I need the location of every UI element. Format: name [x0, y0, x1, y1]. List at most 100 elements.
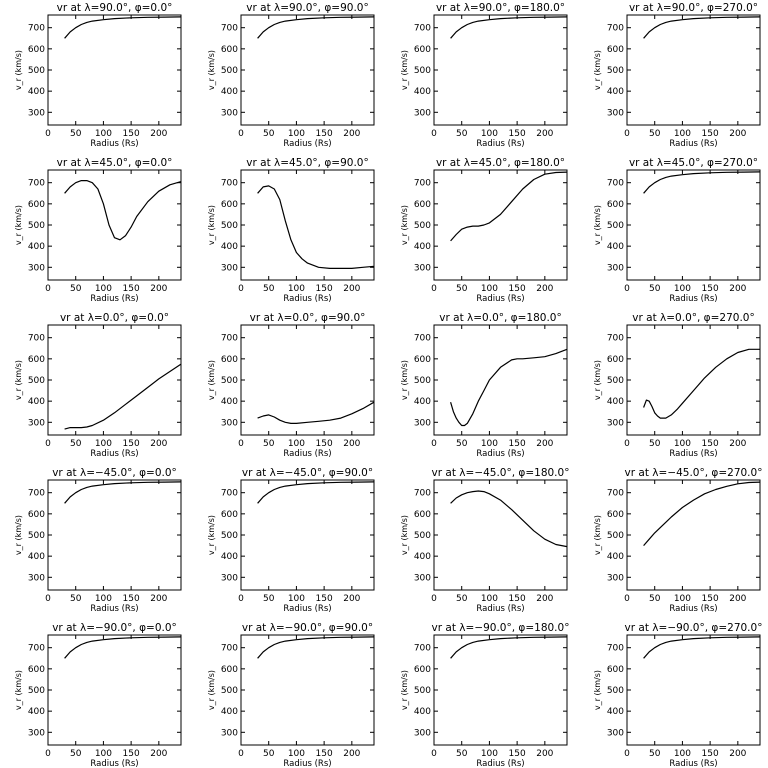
x-tick-label: 50: [263, 284, 275, 294]
x-tick-label: 0: [45, 284, 51, 294]
x-tick-label: 50: [263, 749, 275, 759]
plot-frame: [240, 634, 375, 746]
plot-frame: [626, 634, 761, 746]
panel-title: vr at λ=−90.0°, φ=0.0°: [52, 622, 177, 634]
x-tick-label: 100: [95, 594, 112, 604]
x-tick-label: 50: [70, 439, 82, 449]
y-tick-label: 700: [221, 334, 238, 344]
x-tick-label: 150: [509, 439, 526, 449]
x-tick-label: 0: [45, 129, 51, 139]
y-tick-label: 700: [607, 24, 624, 34]
panel-title: vr at λ=−90.0°, φ=180.0°: [432, 622, 570, 634]
plot-frame: [47, 14, 182, 126]
x-tick-label: 200: [343, 749, 360, 759]
y-tick-label: 700: [28, 179, 45, 189]
x-tick-label: 100: [481, 594, 498, 604]
x-tick-label: 200: [343, 129, 360, 139]
panel: 0 50 100 150 200 300 400 500 600 700 vr at λ=45.0°…: [400, 157, 568, 304]
x-tick-label: 200: [343, 594, 360, 604]
y-axis-label: v_r (km/s): [207, 205, 216, 245]
x-axis-label: Radius (Rs): [283, 449, 331, 459]
y-axis-label: v_r (km/s): [14, 360, 23, 400]
y-tick-label: 400: [414, 242, 431, 252]
x-tick-label: 100: [288, 129, 305, 139]
y-tick-label: 600: [414, 665, 431, 675]
x-tick-label: 150: [702, 129, 719, 139]
panel: 0 50 100 150 200 300 400 500 600 700 vr at λ=−45.0…: [207, 467, 375, 614]
plot-frame: [47, 479, 182, 591]
x-tick-label: 100: [674, 129, 691, 139]
x-tick-label: 50: [70, 129, 82, 139]
y-tick-label: 300: [607, 728, 624, 738]
x-tick-label: 50: [649, 284, 661, 294]
y-tick-label: 400: [221, 397, 238, 407]
y-tick-label: 700: [28, 489, 45, 499]
series-line: [64, 16, 182, 39]
x-axis-label: Radius (Rs): [669, 294, 717, 304]
y-axis-label: v_r (km/s): [593, 50, 602, 90]
plot-frame: [240, 479, 375, 591]
series-line: [257, 481, 375, 504]
x-tick-label: 200: [536, 284, 553, 294]
y-tick-label: 600: [28, 200, 45, 210]
y-tick-label: 600: [28, 510, 45, 520]
series-line: [64, 363, 182, 430]
y-tick-label: 500: [28, 531, 45, 541]
y-tick-label: 700: [28, 24, 45, 34]
y-tick-label: 500: [607, 66, 624, 76]
panel: 0 50 100 150 200 300 400 500 600 700 vr at λ=45.0°…: [593, 157, 761, 304]
plot-frame: [433, 479, 568, 591]
x-tick-label: 50: [263, 594, 275, 604]
x-tick-label: 50: [263, 129, 275, 139]
y-tick-label: 400: [607, 707, 624, 717]
x-tick-label: 50: [70, 594, 82, 604]
y-tick-label: 400: [414, 87, 431, 97]
y-tick-label: 400: [221, 87, 238, 97]
series-line: [64, 481, 182, 504]
panel-title: vr at λ=0.0°, φ=0.0°: [60, 312, 169, 324]
x-tick-label: 100: [288, 439, 305, 449]
y-tick-label: 600: [28, 355, 45, 365]
x-tick-label: 100: [288, 284, 305, 294]
y-axis-label: v_r (km/s): [400, 360, 409, 400]
y-tick-label: 600: [221, 45, 238, 55]
x-tick-label: 50: [649, 594, 661, 604]
y-tick-label: 700: [607, 489, 624, 499]
x-tick-label: 0: [624, 129, 630, 139]
y-axis-label: v_r (km/s): [14, 515, 23, 555]
y-tick-label: 700: [414, 334, 431, 344]
y-tick-label: 600: [414, 510, 431, 520]
x-tick-label: 0: [45, 439, 51, 449]
y-axis-label: v_r (km/s): [14, 205, 23, 245]
y-axis-label: v_r (km/s): [14, 670, 23, 710]
plot-frame: [433, 324, 568, 436]
x-tick-label: 150: [509, 129, 526, 139]
x-axis-label: Radius (Rs): [283, 604, 331, 614]
x-tick-label: 100: [95, 439, 112, 449]
series-line: [643, 171, 761, 194]
y-tick-label: 400: [607, 397, 624, 407]
x-tick-label: 200: [150, 439, 167, 449]
y-tick-label: 400: [221, 707, 238, 717]
y-tick-label: 700: [607, 334, 624, 344]
x-tick-label: 50: [456, 749, 468, 759]
x-axis-label: Radius (Rs): [90, 604, 138, 614]
x-tick-label: 100: [674, 439, 691, 449]
y-tick-label: 600: [414, 45, 431, 55]
y-axis-label: v_r (km/s): [207, 360, 216, 400]
x-tick-label: 200: [536, 129, 553, 139]
x-tick-label: 150: [123, 594, 140, 604]
y-tick-label: 500: [221, 66, 238, 76]
panel-title: vr at λ=45.0°, φ=0.0°: [57, 157, 173, 169]
x-tick-label: 50: [456, 594, 468, 604]
panel: 0 50 100 150 200 300 400 500 600 700 vr at λ=0.0°,…: [593, 312, 761, 459]
x-tick-label: 150: [123, 284, 140, 294]
x-axis-label: Radius (Rs): [90, 759, 138, 768]
x-tick-label: 200: [150, 594, 167, 604]
y-axis-label: v_r (km/s): [207, 515, 216, 555]
x-tick-label: 200: [729, 749, 746, 759]
x-tick-label: 0: [624, 749, 630, 759]
x-tick-label: 100: [288, 749, 305, 759]
x-tick-label: 150: [702, 284, 719, 294]
x-tick-label: 150: [316, 284, 333, 294]
